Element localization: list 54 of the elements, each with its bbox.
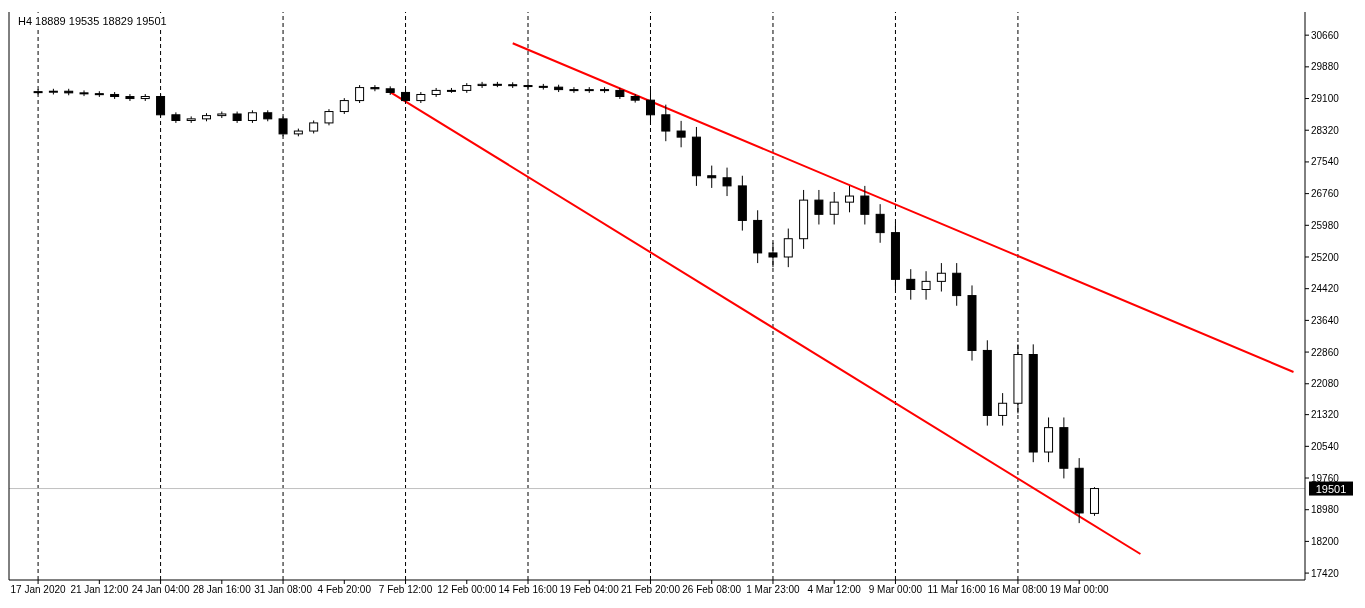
x-tick-label: 9 Mar 00:00 — [868, 584, 923, 596]
candlestick — [921, 270, 931, 301]
chart-title: H4 18889 19535 18829 19501 — [18, 15, 167, 27]
x-tick-label: 16 Mar 08:00 — [988, 584, 1048, 596]
x-tick-label: 4 Mar 12:00 — [807, 584, 862, 596]
x-tick-label: 19 Feb 04:00 — [559, 584, 620, 596]
y-tick-label: 30660 — [1311, 29, 1340, 41]
x-tick-label: 14 Feb 16:00 — [498, 584, 558, 596]
y-tick-label: 25200 — [1311, 251, 1340, 263]
x-tick-label: 1 Mar 23:00 — [746, 584, 801, 596]
candlestick — [783, 228, 793, 268]
y-tick-label: 17420 — [1311, 567, 1340, 579]
candlestick — [707, 165, 717, 189]
y-tick-label: 18200 — [1311, 535, 1340, 547]
candlestick — [952, 262, 962, 307]
candlestick — [845, 185, 855, 213]
x-tick-label: 12 Feb 00:00 — [437, 584, 497, 596]
x-tick-label: 26 Feb 08:00 — [682, 584, 742, 596]
y-tick-label: 21320 — [1311, 409, 1340, 421]
x-tick-label: 31 Jan 08:00 — [254, 584, 313, 596]
candlestick — [829, 191, 839, 225]
y-tick-label: 26760 — [1311, 188, 1340, 200]
y-tick-label: 29100 — [1311, 93, 1340, 105]
x-tick-label: 7 Feb 12:00 — [378, 584, 433, 596]
candlestick — [676, 120, 686, 148]
candlestick — [814, 189, 824, 225]
y-tick-label: 24420 — [1311, 283, 1340, 295]
x-tick-label: 24 Jan 04:00 — [131, 584, 190, 596]
x-tick-label: 17 Jan 2020 — [10, 584, 67, 596]
y-tick-label: 25980 — [1311, 219, 1340, 231]
candlestick — [477, 81, 487, 89]
x-tick-label: 11 Mar 16:00 — [927, 584, 987, 596]
y-tick-label: 27540 — [1311, 156, 1340, 168]
candlestick — [936, 262, 946, 293]
candlestick — [998, 392, 1008, 427]
candlestick — [906, 268, 916, 301]
candlestick — [860, 185, 870, 225]
candlestick — [661, 104, 671, 142]
candlestick — [722, 167, 732, 197]
candlestick — [875, 203, 885, 244]
y-tick-label: 22860 — [1311, 346, 1340, 358]
x-tick-label: 4 Feb 20:00 — [317, 584, 372, 596]
y-tick-label: 22080 — [1311, 378, 1340, 390]
x-tick-label: 21 Feb 20:00 — [621, 584, 681, 596]
y-tick-label: 20540 — [1311, 440, 1340, 452]
y-tick-label: 18980 — [1311, 504, 1340, 516]
x-tick-label: 19 Mar 00:00 — [1049, 584, 1110, 596]
x-tick-label: 28 Jan 16:00 — [192, 584, 252, 596]
ref-line-label: 19501 — [1315, 482, 1347, 495]
y-tick-label: 29880 — [1311, 61, 1340, 73]
y-tick-label: 28320 — [1311, 124, 1340, 136]
y-tick-label: 19760 — [1311, 472, 1340, 484]
y-tick-label: 23640 — [1311, 314, 1340, 326]
x-tick-label: 21 Jan 12:00 — [70, 584, 129, 596]
